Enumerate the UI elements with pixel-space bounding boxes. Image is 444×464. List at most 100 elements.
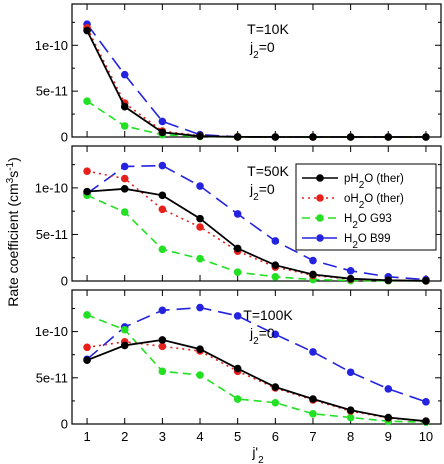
legend-marker-G93 <box>316 214 324 222</box>
data-point-pH2O <box>422 417 430 426</box>
data-point-pH2O <box>83 187 91 196</box>
data-point-G93 <box>83 97 91 106</box>
data-point-pH2O <box>120 185 129 193</box>
series-line-pH2O <box>86 338 426 423</box>
panel-j2-label-part-1: 2 <box>253 192 259 203</box>
series-line-pH2O <box>87 187 426 282</box>
data-point-pH2O <box>309 133 317 141</box>
x-axis-title-base: j' <box>251 444 258 460</box>
data-point-G93 <box>120 325 129 334</box>
data-point-G93 <box>158 245 167 254</box>
data-point-pH2O <box>271 133 280 141</box>
data-point-B99 <box>196 182 204 190</box>
data-point-B99 <box>233 210 242 218</box>
x-tick-label: 9 <box>385 429 392 444</box>
panel-j2-label-part-2: =0 <box>259 181 275 197</box>
legend-label-B99-part-0: H <box>344 233 352 245</box>
legend-label-pH2O-part-0: pH <box>344 173 359 185</box>
data-point-B99 <box>233 312 242 320</box>
data-point-G93 <box>196 371 204 379</box>
y-tick-label: 0 <box>61 130 68 145</box>
legend-label-oH2O-part-2: O (ther) <box>364 193 404 205</box>
data-point-B99 <box>271 237 280 245</box>
legend-label-B99-part-1: 2 <box>352 240 358 251</box>
data-point-oH2O <box>158 205 167 214</box>
data-point-pH2O <box>158 191 167 200</box>
y-axis-title-exp1: 3 <box>5 177 16 183</box>
data-point-oH2O <box>196 223 204 231</box>
panel-1: 0 5e-11 1e-10 T=10K j2=0 <box>35 3 442 145</box>
series-line-B99 <box>86 164 426 281</box>
x-tick-label: 6 <box>272 429 279 444</box>
legend-marker-B99 <box>316 234 324 242</box>
legend-marker-oH2O <box>316 194 324 202</box>
panel-j2-label-part-2: =0 <box>259 325 275 341</box>
data-point-pH2O <box>309 395 317 403</box>
panel-j2-label: j2=0 <box>249 325 275 347</box>
series-line-oH2O <box>86 27 426 138</box>
legend-label-G93: H2O G93 <box>344 213 392 231</box>
data-point-pH2O <box>196 132 204 140</box>
legend-label-G93-part-1: 2 <box>352 220 358 231</box>
panel-j2-label-part-0: j <box>249 325 253 341</box>
data-point-B99 <box>196 303 204 312</box>
panel-frame <box>71 289 442 425</box>
y-tick-label: 1e-10 <box>35 180 68 195</box>
data-point-pH2O <box>233 364 242 373</box>
legend-label-B99-part-2: O B99 <box>358 233 391 245</box>
y-tick-label: 5e-11 <box>36 84 68 99</box>
legend-label-pH2O-part-1: 2 <box>359 180 365 191</box>
data-point-G93 <box>346 413 355 422</box>
data-point-pH2O <box>233 133 242 141</box>
panel-3: 0 5e-11 1e-10 T=100K j2=0 <box>35 289 442 432</box>
data-point-B99 <box>158 306 167 315</box>
data-point-pH2O <box>83 26 91 35</box>
data-point-G93 <box>158 367 167 376</box>
data-point-pH2O <box>233 244 242 253</box>
data-point-pH2O <box>422 277 430 285</box>
data-point-oH2O <box>120 174 129 183</box>
data-point-B99 <box>346 368 355 377</box>
data-point-B99 <box>158 117 167 126</box>
y-axis-title-exp2: -1 <box>5 161 16 170</box>
legend-label-B99: H2O B99 <box>344 233 390 251</box>
y-axis-title-end: ) <box>5 157 21 162</box>
data-point-B99 <box>271 330 280 339</box>
data-point-B99 <box>384 385 393 393</box>
legend-label-oH2O: oH2O (ther) <box>344 193 404 211</box>
y-axis-title-mid: s <box>5 171 21 178</box>
series-line-G93 <box>86 194 426 282</box>
data-point-pH2O <box>346 133 355 141</box>
y-tick-label: 0 <box>61 417 68 432</box>
panel-j2-label-part-2: =0 <box>259 39 275 55</box>
series-line-B99 <box>86 23 426 138</box>
data-point-pH2O <box>384 276 393 285</box>
data-point-G93 <box>233 268 242 276</box>
data-point-pH2O <box>309 270 317 279</box>
legend-label-pH2O-part-2: O (ther) <box>364 173 404 185</box>
data-point-G93 <box>233 395 242 403</box>
panel-j2-label: j2=0 <box>249 39 275 61</box>
data-point-pH2O <box>346 274 355 283</box>
data-point-B99 <box>422 398 430 406</box>
data-point-G93 <box>196 254 204 263</box>
x-tick-label: 10 <box>419 429 433 444</box>
data-point-G93 <box>120 122 129 130</box>
y-tick-label: 0 <box>61 274 68 289</box>
legend-label-G93-part-2: O G93 <box>358 213 392 225</box>
panel-j2-label-part-0: j <box>249 39 253 55</box>
panel-temperature-label: T=50K <box>247 163 289 179</box>
x-tick-label: 7 <box>309 429 316 444</box>
data-point-B99 <box>120 70 129 79</box>
panel-j2-label-part-0: j <box>249 181 253 197</box>
data-point-pH2O <box>196 345 204 353</box>
x-tick-label: 8 <box>347 429 354 444</box>
data-point-B99 <box>346 266 355 275</box>
panel-j2-label: j2=0 <box>249 181 275 203</box>
data-point-pH2O <box>196 214 204 223</box>
x-axis-title-sub: 2 <box>258 455 264 464</box>
data-point-G93 <box>309 410 317 418</box>
panel-j2-label-part-1: 2 <box>253 50 259 61</box>
y-axis-title: Rate coefficient (cm3s-1) <box>5 157 22 307</box>
